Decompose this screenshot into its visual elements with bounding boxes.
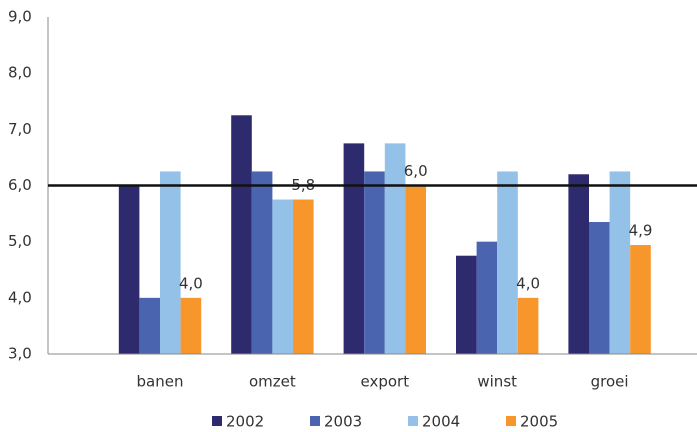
bar — [180, 297, 202, 354]
bar — [251, 171, 273, 354]
x-tick-label: groei — [591, 373, 629, 391]
legend-swatch — [506, 416, 516, 426]
bar — [384, 143, 406, 354]
y-tick-label: 5,0 — [8, 232, 32, 250]
data-label: 6,0 — [404, 162, 428, 180]
x-tick-label: winst — [477, 373, 517, 391]
x-tick-label: banen — [137, 373, 184, 391]
bar — [497, 171, 518, 354]
legend-label: 2003 — [324, 413, 362, 431]
bar — [456, 255, 477, 354]
x-tick-label: omzet — [249, 373, 296, 391]
legend-swatch — [212, 416, 222, 426]
bar — [343, 143, 365, 354]
bar — [609, 171, 631, 354]
y-tick-label: 7,0 — [8, 120, 32, 138]
bar — [568, 174, 589, 354]
y-tick-label: 9,0 — [8, 8, 32, 26]
bar — [231, 115, 252, 355]
bar — [139, 297, 160, 354]
bar — [118, 185, 140, 354]
legend-swatch — [310, 416, 320, 426]
data-label: 4,0 — [179, 274, 203, 292]
bar — [476, 241, 498, 354]
y-tick-label: 4,0 — [8, 288, 32, 306]
y-tick-label: 8,0 — [8, 64, 32, 82]
data-label: 4,0 — [516, 274, 540, 292]
legend-swatch — [408, 416, 418, 426]
legend-label: 2004 — [422, 413, 460, 431]
bar — [364, 171, 385, 354]
legend-label: 2005 — [520, 413, 558, 431]
y-tick-label: 3,0 — [8, 345, 32, 363]
bar — [160, 171, 181, 354]
bar — [293, 199, 314, 354]
y-tick-label: 6,0 — [8, 176, 32, 194]
bar — [630, 245, 651, 354]
bar — [272, 199, 293, 354]
bar — [517, 297, 539, 354]
bar — [589, 222, 610, 354]
bar — [405, 185, 426, 354]
legend-label: 2002 — [226, 413, 264, 431]
data-label: 4,9 — [629, 222, 653, 240]
x-tick-label: export — [361, 373, 410, 391]
